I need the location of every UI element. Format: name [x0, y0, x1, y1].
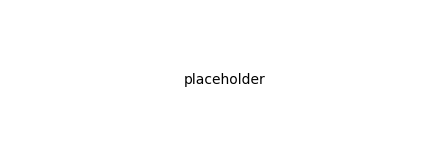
Text: placeholder: placeholder: [184, 73, 265, 87]
